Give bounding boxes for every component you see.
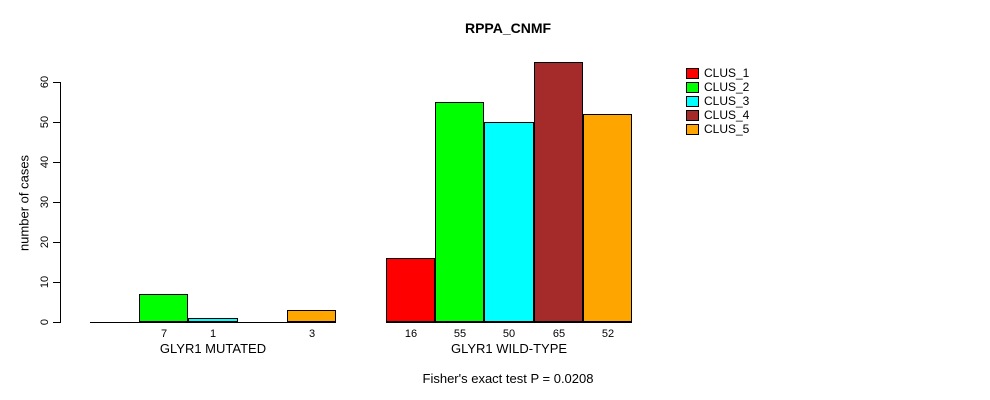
y-axis-tick (53, 162, 60, 163)
y-axis-tick (53, 202, 60, 203)
legend-item: CLUS_5 (686, 122, 749, 136)
legend-item: CLUS_1 (686, 66, 749, 80)
y-axis-tick (53, 322, 60, 323)
y-axis-tick (53, 282, 60, 283)
legend-label: CLUS_2 (704, 80, 750, 94)
legend-label: CLUS_1 (704, 66, 750, 80)
bar-value-label: 52 (601, 328, 615, 340)
legend-label: CLUS_4 (704, 108, 750, 122)
legend-color-swatch-clus-2 (686, 81, 699, 93)
y-axis-tick (53, 122, 60, 123)
legend-label: CLUS_3 (704, 94, 750, 108)
bar-clus-1-group2 (386, 258, 435, 322)
group-baseline (386, 322, 632, 323)
bar-value-label: 7 (160, 328, 168, 340)
group-baseline (90, 322, 336, 323)
bar-value-label: 65 (552, 328, 566, 340)
annotation-fishers-test: Fisher's exact test P = 0.0208 (422, 371, 594, 386)
y-axis-title: number of cases (16, 154, 32, 252)
legend-item: CLUS_4 (686, 108, 749, 122)
y-axis-tick (53, 242, 60, 243)
bar-clus-2-group1 (139, 294, 188, 322)
y-axis-tick-label: 40 (39, 155, 51, 169)
legend-item: CLUS_2 (686, 80, 749, 94)
bar-clus-3-group2 (484, 122, 534, 322)
legend-color-swatch-clus-1 (686, 67, 699, 79)
bar-value-label: 50 (502, 328, 516, 340)
legend-color-swatch-clus-3 (686, 95, 699, 107)
y-axis-tick-label: 30 (39, 195, 51, 209)
bar-clus-4-group2 (534, 62, 583, 322)
y-axis-tick-label: 60 (39, 75, 51, 89)
y-axis-tick (53, 82, 60, 83)
legend: CLUS_1 CLUS_2 CLUS_3 CLUS_4 CLUS_5 (686, 66, 749, 136)
bar-value-label: 3 (308, 328, 316, 340)
category-label: GLYR1 WILD-TYPE (450, 341, 568, 356)
bar-clus-5-group1 (287, 310, 336, 322)
bar-value-label: 55 (453, 328, 467, 340)
y-axis-tick-label: 50 (39, 115, 51, 129)
y-axis-tick-label: 0 (39, 318, 51, 326)
category-label: GLYR1 MUTATED (159, 341, 267, 356)
bar-value-label: 16 (404, 328, 418, 340)
y-axis-line (60, 82, 61, 323)
bar-clus-2-group2 (435, 102, 484, 322)
y-axis-tick-label: 10 (39, 275, 51, 289)
y-axis-tick-label: 20 (39, 235, 51, 249)
chart-title: RPPA_CNMF (464, 20, 552, 36)
bar-value-label: 1 (209, 328, 217, 340)
bar-clus-5-group2 (583, 114, 632, 322)
legend-color-swatch-clus-5 (686, 123, 699, 135)
bar-clus-3-group1 (188, 318, 238, 322)
legend-label: CLUS_5 (704, 122, 750, 136)
legend-item: CLUS_3 (686, 94, 749, 108)
legend-color-swatch-clus-4 (686, 109, 699, 121)
